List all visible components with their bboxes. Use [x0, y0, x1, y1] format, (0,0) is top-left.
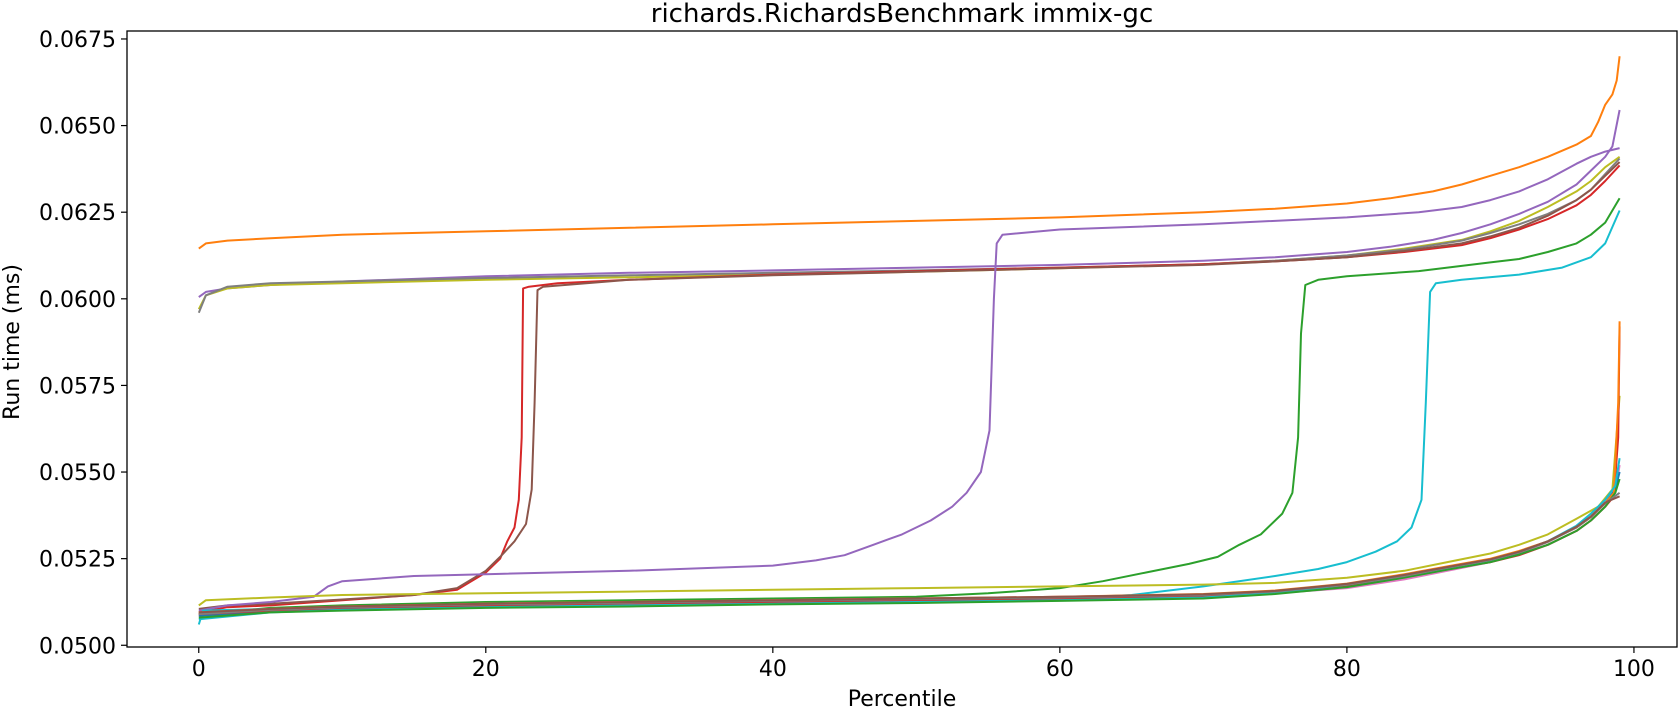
series-line-10 [198, 395, 1621, 607]
chart-title: richards.RichardsBenchmark immix-gc [651, 0, 1153, 29]
x-axis-label: Percentile [848, 687, 957, 710]
y-tick-label: 0.0575 [39, 374, 116, 399]
x-axis-ticks: 0 20 40 60 80 100 [192, 647, 1655, 682]
x-tick-label: 0 [192, 657, 206, 682]
series-line-14 [198, 321, 1621, 614]
x-tick-label: 40 [759, 657, 787, 682]
y-tick-label: 0.0650 [39, 115, 116, 140]
x-tick-label: 80 [1333, 657, 1361, 682]
y-tick-label: 0.0550 [39, 461, 116, 486]
x-tick-label: 60 [1046, 657, 1074, 682]
y-tick-label: 0.0600 [39, 288, 116, 313]
axes-frame [126, 30, 1678, 648]
series-line-7 [198, 147, 1620, 612]
y-tick-label: 0.0525 [39, 548, 116, 573]
series-line-8 [198, 197, 1621, 616]
series-line-6 [198, 161, 1621, 610]
y-tick-label: 0.0675 [39, 28, 116, 53]
y-tick-label: 0.0625 [39, 201, 116, 226]
y-axis-label: Run time (ms) [0, 264, 25, 420]
series-line-1 [198, 56, 1621, 250]
series-line-2 [198, 109, 1621, 298]
plot-area [197, 56, 1621, 625]
x-tick-label: 100 [1613, 657, 1655, 682]
y-tick-label: 0.0500 [39, 634, 116, 659]
series-line-4 [197, 157, 1621, 314]
series-line-18 [198, 495, 1620, 614]
series-line-16 [198, 478, 1621, 619]
y-axis-ticks: 0.0500 0.0525 0.0550 0.0575 0.0600 0.0625 0.06… [39, 28, 127, 659]
x-tick-label: 20 [472, 657, 500, 682]
